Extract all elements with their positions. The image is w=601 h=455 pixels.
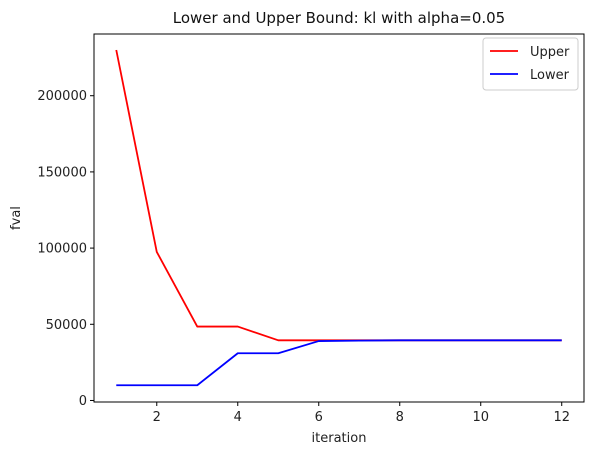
x-tick-label: 10 — [472, 410, 489, 425]
chart-title: Lower and Upper Bound: kl with alpha=0.0… — [173, 9, 505, 27]
legend: Upper Lower — [482, 37, 579, 91]
x-tick-label: 12 — [553, 410, 570, 425]
series-line-lower — [116, 339, 562, 387]
y-tick-label: 100000 — [37, 242, 87, 257]
x-axis-label: iteration — [312, 431, 367, 446]
legend-label-lower: Lower — [530, 68, 570, 83]
y-tick-label: 200000 — [37, 89, 87, 104]
plot-frame — [93, 33, 585, 403]
x-tick-label: 6 — [315, 410, 323, 425]
series-layer — [115, 49, 562, 387]
legend-label-upper: Upper — [530, 45, 570, 60]
y-tick-label: 0 — [79, 394, 87, 409]
x-tick-label: 4 — [234, 410, 242, 425]
y-tick-label: 50000 — [46, 318, 87, 333]
y-axis-label: fval — [9, 206, 24, 230]
x-tick-label: 8 — [396, 410, 404, 425]
x-tick-label: 2 — [153, 410, 161, 425]
y-axis: 0 50000 100000 150000 200000 — [37, 89, 94, 409]
x-axis: 2 4 6 8 10 12 — [153, 402, 570, 425]
y-tick-label: 150000 — [37, 165, 87, 180]
